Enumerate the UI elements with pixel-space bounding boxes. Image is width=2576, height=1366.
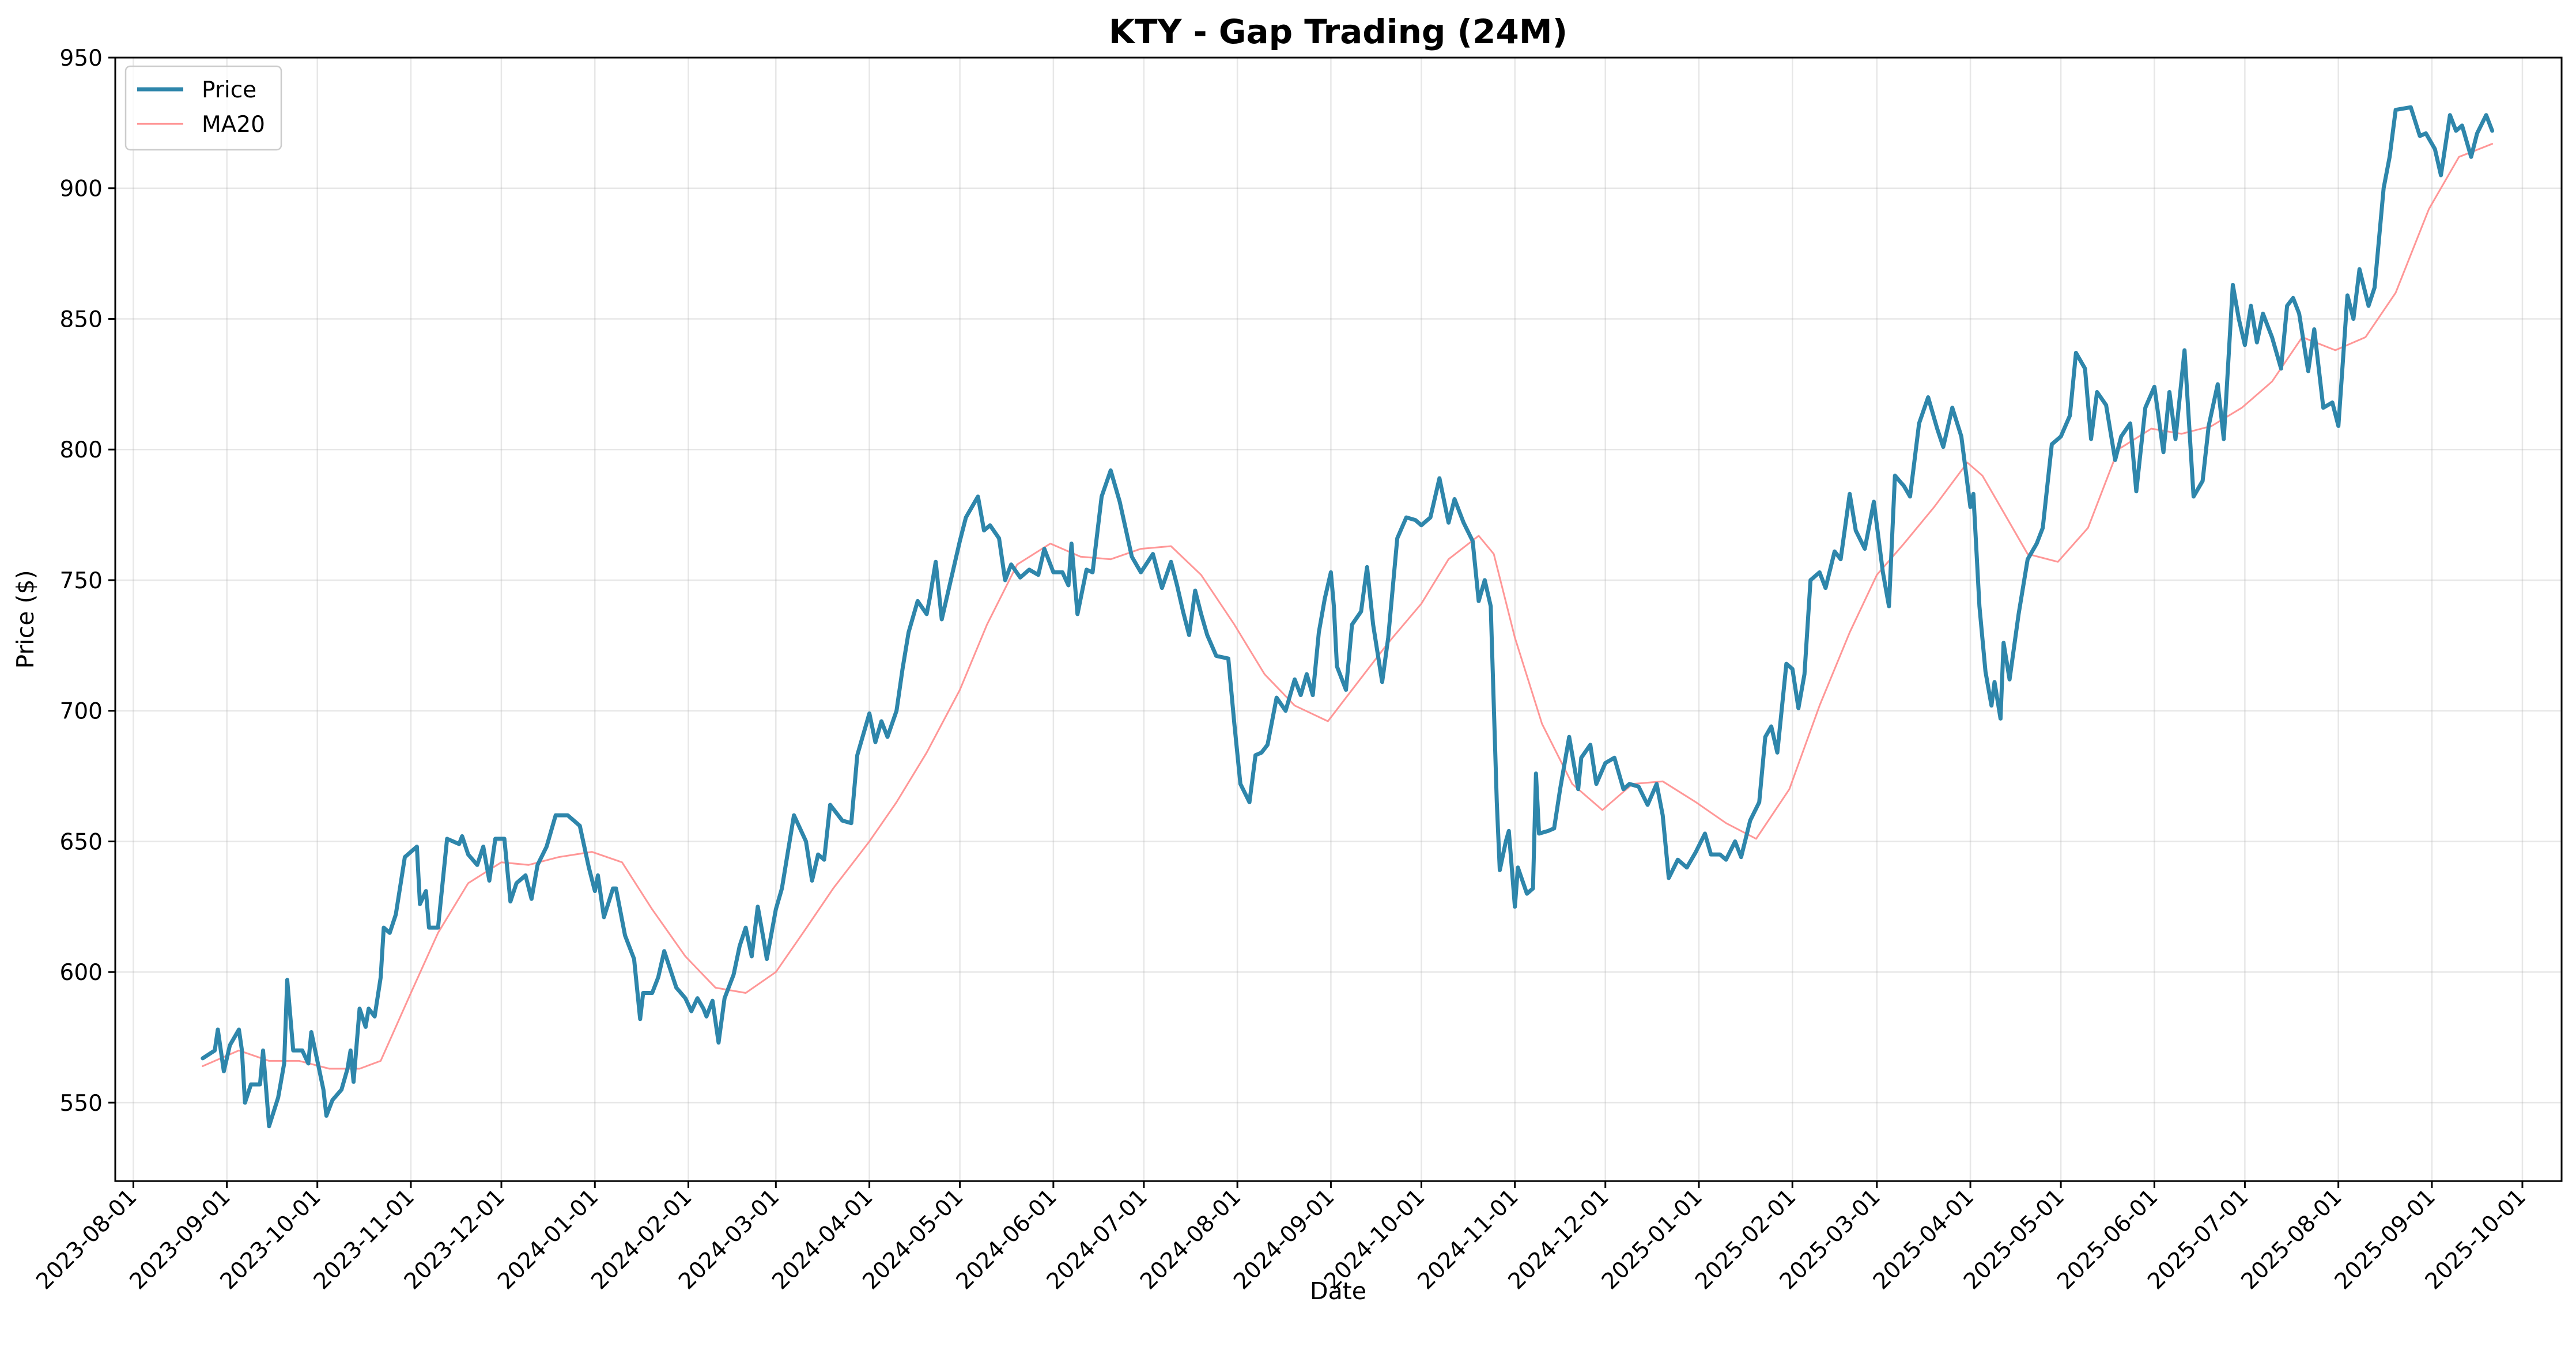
- y-tick-label: 900: [60, 176, 103, 202]
- x-axis-title: Date: [1310, 1277, 1366, 1305]
- legend-box: [124, 65, 282, 151]
- y-axis-title: Price ($): [12, 570, 39, 668]
- y-tick-label: 700: [60, 699, 103, 725]
- y-tick-label: 600: [60, 960, 103, 986]
- y-axis: 550 600 650 700 750 800 850 900 950: [60, 46, 115, 1117]
- y-tick-label: 750: [60, 568, 103, 594]
- chart-title: KTY - Gap Trading (24M): [1109, 12, 1567, 51]
- y-tick-label: 800: [60, 437, 103, 463]
- legend-label-price: Price: [202, 77, 256, 103]
- y-tick-label: 850: [60, 307, 103, 332]
- series-layer: [201, 105, 2495, 1129]
- grid-lines: [115, 56, 2562, 1181]
- y-tick-label: 650: [60, 829, 103, 855]
- plot-frame: [114, 56, 2563, 1182]
- legend-label-ma20: MA20: [202, 112, 265, 138]
- series-line-price: [201, 105, 2495, 1129]
- y-tick-label: 950: [60, 46, 103, 71]
- legend: Price MA20: [124, 65, 282, 151]
- y-tick-label: 550: [60, 1091, 103, 1117]
